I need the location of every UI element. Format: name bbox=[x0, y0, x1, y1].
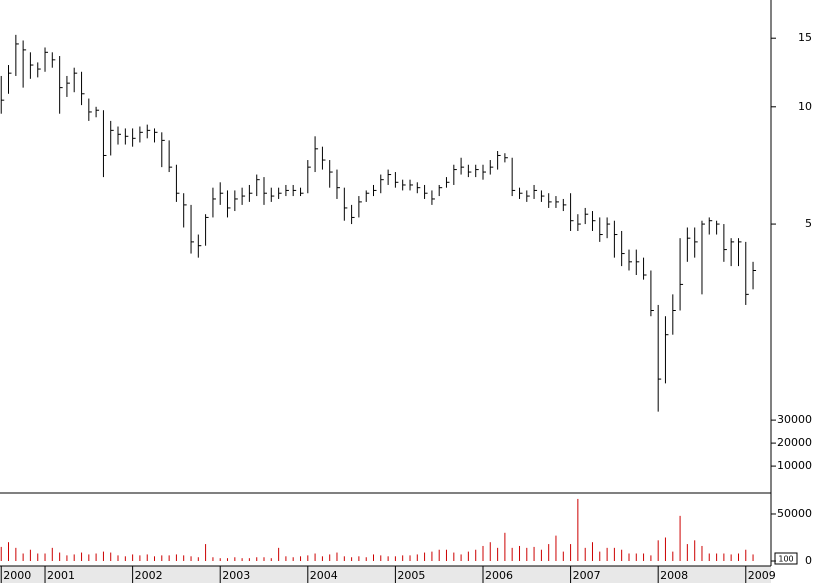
y-tick-label: 15 bbox=[798, 31, 812, 44]
annotation: 100 bbox=[778, 555, 793, 564]
y-tick-label: 0 bbox=[805, 554, 812, 567]
y-tick-label: 5 bbox=[805, 217, 812, 230]
x-tick-label: 2006 bbox=[485, 569, 513, 582]
x-tick-label: 2000 bbox=[3, 569, 31, 582]
annotation-box bbox=[774, 552, 798, 565]
x-tick-label: 2003 bbox=[222, 569, 250, 582]
y2-tick-label: 30000 bbox=[777, 413, 812, 426]
y2-tick-label: 20000 bbox=[777, 436, 812, 449]
y2-tick-label: 10000 bbox=[777, 459, 812, 472]
x-tick-label: 2001 bbox=[47, 569, 75, 582]
x-tick-label: 2007 bbox=[573, 569, 601, 582]
x-axis-band bbox=[0, 566, 771, 583]
x-tick-label: 2002 bbox=[135, 569, 163, 582]
x-tick-label: 2005 bbox=[397, 569, 425, 582]
x-tick-label: 2008 bbox=[660, 569, 688, 582]
y-tick-label: 50000 bbox=[777, 507, 812, 520]
x-tick-label: 2004 bbox=[310, 569, 338, 582]
y-tick-label: 10 bbox=[798, 100, 812, 113]
x-tick-label: 2009 bbox=[748, 569, 776, 582]
